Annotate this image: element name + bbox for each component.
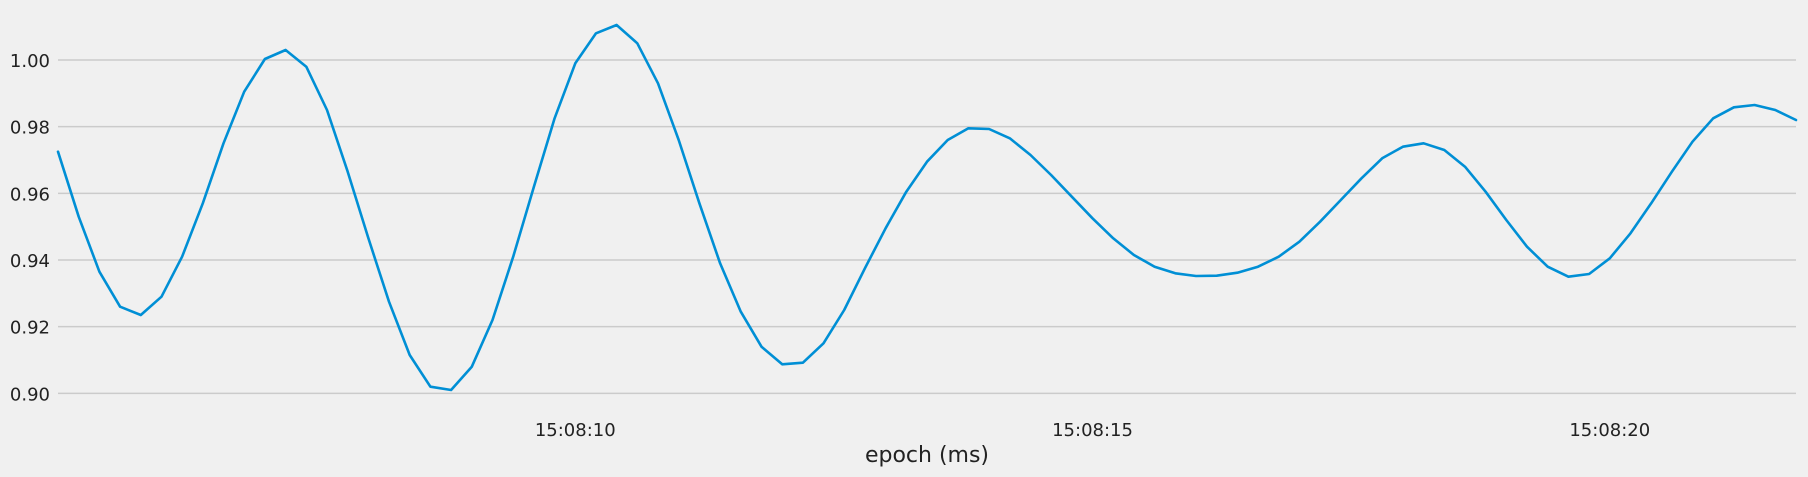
y-tick-label: 0.98 [10,118,50,139]
x-axis-ticks: 15:08:10 15:08:15 15:08:20 [535,420,1650,441]
y-tick-label: 0.96 [10,184,50,205]
x-tick-label: 15:08:20 [1569,420,1650,441]
y-tick-label: 0.94 [10,251,50,272]
series-line [56,23,1798,392]
y-tick-label: 0.92 [10,318,50,339]
y-tick-label: 0.90 [10,384,50,405]
series-layer [56,23,1798,392]
x-axis-label: epoch (ms) [865,443,989,468]
y-axis-ticks: 0.90 0.92 0.94 0.96 0.98 1.00 [10,51,50,405]
x-tick-label: 15:08:15 [1052,420,1133,441]
x-tick-label: 15:08:10 [535,420,616,441]
y-tick-label: 1.00 [10,51,50,72]
grid-lines [58,59,1796,395]
